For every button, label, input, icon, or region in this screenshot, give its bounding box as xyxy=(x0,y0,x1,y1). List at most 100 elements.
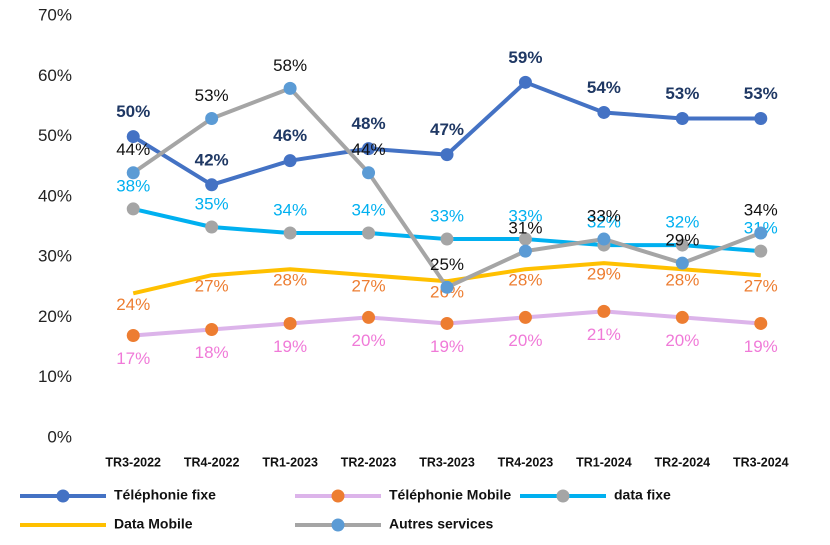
data-label: 48% xyxy=(352,114,386,133)
marker xyxy=(126,202,140,216)
legend-item: Data Mobile xyxy=(20,516,193,532)
marker xyxy=(675,256,689,270)
data-label: 38% xyxy=(116,176,150,195)
legend-item: Téléphonie fixe xyxy=(20,487,216,503)
marker xyxy=(440,316,454,330)
x-tick-label: TR3-2022 xyxy=(105,455,161,469)
data-label: 33% xyxy=(508,207,542,226)
data-label: 58% xyxy=(273,56,307,75)
data-label: 53% xyxy=(744,84,778,103)
data-label: 32% xyxy=(587,213,621,232)
data-label: 28% xyxy=(665,271,699,290)
data-label: 46% xyxy=(273,126,307,145)
data-label: 20% xyxy=(508,331,542,350)
marker xyxy=(440,148,454,162)
legend-item: Téléphonie Mobile xyxy=(295,487,511,503)
legend-item: data fixe xyxy=(520,487,671,503)
x-tick-label: TR1-2024 xyxy=(576,455,632,469)
data-label: 59% xyxy=(508,48,542,67)
marker xyxy=(518,310,532,324)
legend-label: Téléphonie fixe xyxy=(114,487,216,503)
marker xyxy=(205,178,219,192)
data-label: 20% xyxy=(352,331,386,350)
y-tick-label: 20% xyxy=(38,307,72,326)
y-tick-label: 30% xyxy=(38,247,72,266)
y-tick-label: 70% xyxy=(38,5,72,24)
legend-label: Téléphonie Mobile xyxy=(389,487,511,503)
marker xyxy=(518,75,532,89)
data-label: 29% xyxy=(587,265,621,284)
data-label: 53% xyxy=(195,86,229,105)
x-tick-label: TR1-2023 xyxy=(262,455,318,469)
y-tick-label: 0% xyxy=(47,427,72,446)
data-label: 21% xyxy=(587,325,621,344)
marker xyxy=(754,111,768,125)
marker xyxy=(518,244,532,258)
marker xyxy=(362,226,376,240)
legend-label: data fixe xyxy=(614,487,671,503)
marker xyxy=(283,316,297,330)
legend-label: Data Mobile xyxy=(114,516,193,532)
marker xyxy=(205,220,219,234)
marker xyxy=(126,130,140,144)
x-tick-label: TR3-2023 xyxy=(419,455,475,469)
data-label: 31% xyxy=(508,219,542,238)
y-tick-label: 60% xyxy=(38,66,72,85)
marker xyxy=(205,111,219,125)
data-label: 33% xyxy=(587,207,621,226)
marker xyxy=(675,310,689,324)
marker xyxy=(754,244,768,258)
data-label: 50% xyxy=(116,102,150,121)
y-tick-label: 40% xyxy=(38,186,72,205)
legend-marker xyxy=(331,518,345,532)
data-label: 28% xyxy=(508,271,542,290)
marker xyxy=(754,316,768,330)
legend-marker xyxy=(56,489,70,503)
marker xyxy=(518,232,532,246)
marker xyxy=(754,226,768,240)
x-tick-label: TR3-2024 xyxy=(733,455,789,469)
data-label: 34% xyxy=(352,201,386,220)
data-label: 42% xyxy=(195,150,229,169)
x-tick-label: TR2-2023 xyxy=(341,455,397,469)
data-label: 34% xyxy=(744,201,778,220)
data-label: 54% xyxy=(587,78,621,97)
data-label: 53% xyxy=(665,84,699,103)
data-label: 19% xyxy=(273,337,307,356)
data-label: 34% xyxy=(273,201,307,220)
marker xyxy=(283,81,297,95)
data-label: 27% xyxy=(744,277,778,296)
marker xyxy=(126,166,140,180)
legend-marker xyxy=(331,489,345,503)
legend-item: Autres services xyxy=(295,516,494,532)
data-label: 24% xyxy=(116,295,150,314)
data-label: 20% xyxy=(665,331,699,350)
marker xyxy=(597,304,611,318)
legend-label: Autres services xyxy=(389,516,494,532)
data-label: 35% xyxy=(195,194,229,213)
data-label: 25% xyxy=(430,255,464,274)
marker xyxy=(597,232,611,246)
marker xyxy=(440,232,454,246)
data-label: 18% xyxy=(195,343,229,362)
marker xyxy=(675,238,689,252)
marker xyxy=(362,310,376,324)
x-tick-label: TR4-2022 xyxy=(184,455,240,469)
data-label: 17% xyxy=(116,349,150,368)
data-label: 29% xyxy=(665,231,699,250)
marker xyxy=(362,166,376,180)
data-label: 27% xyxy=(195,277,229,296)
marker xyxy=(205,322,219,336)
y-tick-label: 50% xyxy=(38,126,72,145)
marker xyxy=(126,329,140,343)
y-tick-label: 10% xyxy=(38,367,72,386)
data-label: 33% xyxy=(430,207,464,226)
legend-marker xyxy=(556,489,570,503)
data-label: 47% xyxy=(430,120,464,139)
data-label: 19% xyxy=(744,337,778,356)
marker xyxy=(283,226,297,240)
data-label: 27% xyxy=(352,277,386,296)
marker xyxy=(675,111,689,125)
marker xyxy=(440,280,454,294)
